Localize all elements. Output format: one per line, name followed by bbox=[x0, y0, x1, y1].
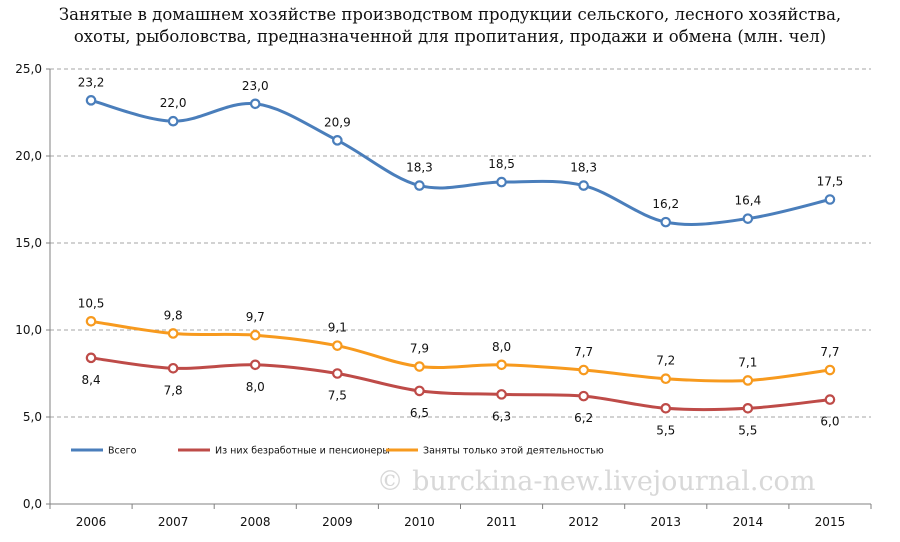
x-tick-label: 2013 bbox=[650, 515, 681, 529]
data-label: 8,4 bbox=[82, 373, 101, 387]
data-point bbox=[660, 402, 672, 414]
data-point bbox=[249, 359, 261, 371]
data-point bbox=[578, 364, 589, 376]
data-point bbox=[496, 389, 507, 400]
x-tick-label: 2015 bbox=[815, 515, 846, 529]
x-tick-label: 2009 bbox=[322, 515, 353, 529]
chart-title: Занятые в домашнем хозяйстве производств… bbox=[0, 4, 900, 48]
data-label: 6,2 bbox=[574, 411, 593, 425]
data-label: 9,1 bbox=[328, 321, 347, 335]
y-tick-label: 20,0 bbox=[15, 149, 42, 163]
data-point bbox=[414, 361, 425, 372]
gridlines bbox=[50, 68, 871, 418]
x-tick-label: 2010 bbox=[404, 515, 435, 529]
data-label: 23,2 bbox=[78, 75, 105, 89]
data-point bbox=[85, 315, 97, 327]
data-point bbox=[578, 180, 589, 191]
legend-label: Из них безработные и пенсионеры bbox=[215, 446, 390, 457]
data-label: 23,0 bbox=[242, 79, 269, 93]
data-label: 7,8 bbox=[164, 383, 183, 397]
data-point bbox=[167, 328, 179, 339]
data-label: 7,7 bbox=[820, 345, 839, 359]
data-label: 16,4 bbox=[734, 194, 761, 208]
data-labels: 23,2 22,0 23,0 20,9 18,3 18,5 18,3 16,2 16,4 17,5… bbox=[78, 75, 844, 437]
x-tick-label: 2007 bbox=[158, 515, 189, 529]
data-label: 7,2 bbox=[656, 354, 675, 368]
data-point bbox=[332, 368, 343, 379]
chart-title-line-2: охоты, рыболовства, предназначенной для … bbox=[73, 27, 827, 46]
y-tick-label: 0,0 bbox=[23, 497, 42, 511]
data-point bbox=[249, 329, 261, 341]
data-label: 5,5 bbox=[656, 423, 675, 437]
data-label: 7,5 bbox=[328, 389, 347, 403]
y-tick-label: 10,0 bbox=[15, 323, 42, 337]
y-tick-label: 5,0 bbox=[23, 410, 42, 424]
data-label: 10,5 bbox=[78, 296, 105, 310]
data-point bbox=[85, 95, 97, 106]
data-label: 17,5 bbox=[817, 175, 844, 189]
data-label: 5,5 bbox=[738, 423, 757, 437]
x-tick-label: 2011 bbox=[486, 515, 517, 529]
data-label: 16,2 bbox=[652, 197, 679, 211]
data-label: 20,9 bbox=[324, 115, 351, 129]
data-point bbox=[742, 213, 754, 224]
x-tick-label: 2012 bbox=[568, 515, 599, 529]
y-tick-label: 15,0 bbox=[15, 236, 42, 250]
data-point bbox=[824, 394, 836, 405]
data-point bbox=[249, 98, 261, 110]
data-point bbox=[496, 176, 507, 188]
data-label: 6,3 bbox=[492, 409, 511, 423]
data-point bbox=[85, 352, 97, 364]
legend: Всего Из них безработные и пенсионеры Заня… bbox=[71, 446, 604, 457]
data-point bbox=[414, 385, 425, 397]
data-point bbox=[167, 362, 179, 374]
data-point bbox=[824, 194, 836, 205]
data-label: 18,5 bbox=[488, 157, 515, 171]
data-label: 6,0 bbox=[820, 415, 839, 429]
axes: 0,0 5,0 10,0 15,0 20,0 25,0 2006 2007 2008 2009 20… bbox=[15, 62, 872, 529]
data-point bbox=[414, 180, 425, 191]
series-line bbox=[89, 356, 832, 412]
legend-label: Всего bbox=[108, 446, 137, 457]
data-label: 8,0 bbox=[492, 340, 511, 354]
data-point bbox=[578, 390, 589, 402]
data-point bbox=[496, 359, 507, 371]
data-label: 9,7 bbox=[246, 310, 265, 324]
data-label: 22,0 bbox=[160, 96, 187, 110]
data-label: 18,3 bbox=[406, 161, 433, 175]
chart-title-line-1: Занятые в домашнем хозяйстве производств… bbox=[58, 5, 842, 24]
x-tick-label: 2006 bbox=[76, 515, 107, 529]
data-point bbox=[660, 373, 672, 385]
data-point bbox=[660, 216, 672, 228]
data-label: 9,8 bbox=[164, 308, 183, 322]
data-point bbox=[824, 364, 836, 376]
data-point bbox=[167, 115, 179, 127]
watermark-text: © burckina-new.livejournal.com bbox=[377, 466, 816, 497]
data-point bbox=[742, 402, 754, 414]
data-label: 7,9 bbox=[410, 342, 429, 356]
series-lines bbox=[85, 95, 836, 414]
data-point bbox=[332, 135, 343, 146]
data-point bbox=[332, 340, 343, 351]
y-tick-label: 25,0 bbox=[15, 62, 42, 76]
series-line bbox=[89, 98, 832, 226]
data-label: 18,3 bbox=[570, 161, 597, 175]
data-label: 6,5 bbox=[410, 406, 429, 420]
x-tick-label: 2014 bbox=[733, 515, 764, 529]
data-label: 7,7 bbox=[574, 345, 593, 359]
data-label: 7,1 bbox=[738, 355, 757, 369]
data-point bbox=[742, 375, 754, 386]
legend-label: Заняты только этой деятельностью bbox=[423, 446, 604, 457]
series-line bbox=[89, 319, 832, 383]
x-tick-label: 2008 bbox=[240, 515, 271, 529]
data-label: 8,0 bbox=[246, 380, 265, 394]
